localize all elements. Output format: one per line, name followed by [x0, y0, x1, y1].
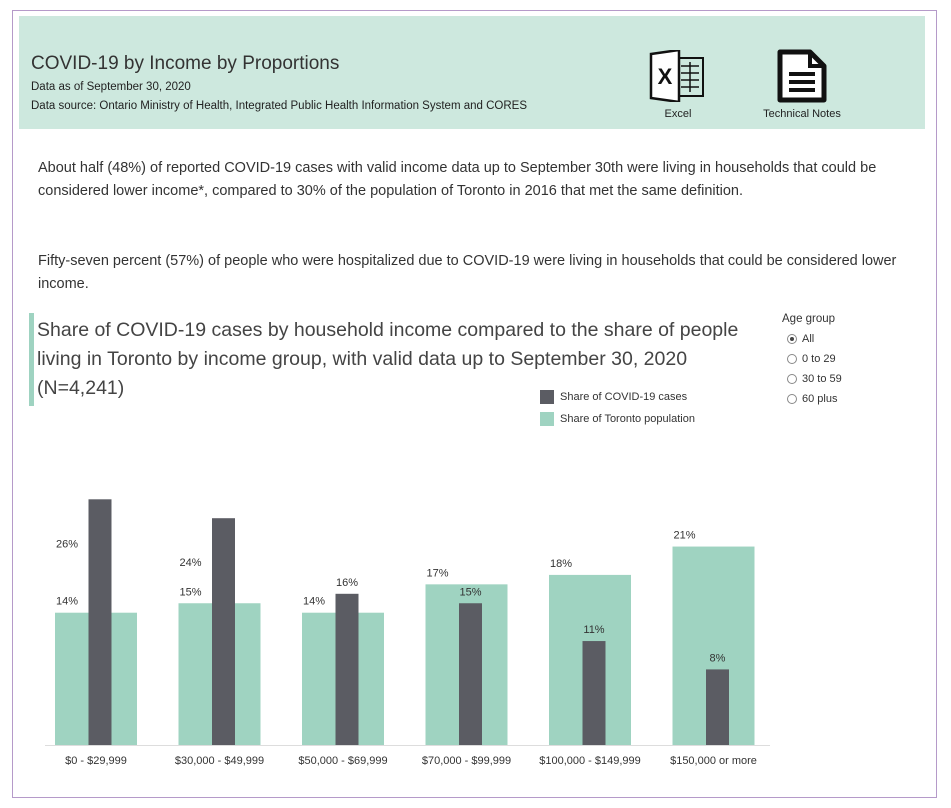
excel-icon: X	[649, 50, 704, 102]
data-label-population-5: 21%	[674, 530, 696, 542]
bar-cases-4	[582, 641, 606, 745]
data-label-population-1: 15%	[180, 586, 202, 598]
header-banner: COVID-19 by Income by Proportions Data a…	[19, 16, 925, 129]
technical-notes-button[interactable]: Technical Notes	[747, 44, 857, 124]
bar-cases-5	[706, 669, 729, 745]
data-date: Data as of September 30, 2020	[31, 81, 191, 93]
technical-notes-label: Technical Notes	[763, 108, 841, 120]
radio-button[interactable]	[787, 374, 797, 384]
x-tick-label-1: $30,000 - $49,999	[175, 755, 264, 767]
age-option-0[interactable]: All	[787, 329, 842, 349]
summary-paragraph-hospitalized: Fifty-seven percent (57%) of people who …	[38, 253, 897, 292]
x-tick-label-0: $0 - $29,999	[65, 755, 127, 767]
svg-text:X: X	[658, 64, 673, 89]
age-group-filter: Age group All 0 to 29 30 to 59 60 plus	[782, 313, 842, 409]
age-option-label: 60 plus	[802, 393, 838, 405]
data-label-cases-4: 11%	[583, 624, 604, 636]
document-icon	[777, 49, 827, 103]
data-label-cases-0: 26%	[56, 538, 78, 550]
legend-label-population: Share of Toronto population	[560, 413, 695, 425]
x-tick-label-4: $100,000 - $149,999	[539, 755, 641, 767]
legend-label-cases: Share of COVID-19 cases	[560, 391, 688, 403]
data-label-population-0: 14%	[56, 596, 78, 608]
age-option-label: 0 to 29	[802, 353, 836, 365]
bar-cases-1	[212, 518, 235, 745]
data-label-cases-5: 8%	[710, 652, 726, 664]
age-option-1[interactable]: 0 to 29	[787, 349, 842, 369]
radio-button[interactable]	[787, 354, 797, 364]
chart-legend: Share of COVID-19 cases Share of Toronto…	[540, 386, 695, 430]
data-label-cases-3: 15%	[459, 586, 481, 598]
excel-label: Excel	[664, 108, 692, 120]
summary-paragraph-income: About half (48%) of reported COVID-19 ca…	[38, 160, 877, 199]
age-option-label: 30 to 59	[802, 373, 842, 385]
data-label-population-2: 14%	[303, 596, 325, 608]
bar-cases-2	[335, 593, 359, 745]
excel-download-button[interactable]: X Excel	[638, 44, 718, 124]
legend-item-cases: Share of COVID-19 cases	[540, 386, 695, 408]
x-tick-label-3: $70,000 - $99,999	[422, 755, 511, 767]
bar-cases-0	[88, 499, 112, 745]
chart-title-accent	[29, 313, 34, 406]
data-label-population-3: 17%	[427, 567, 449, 579]
radio-button[interactable]	[787, 394, 797, 404]
x-tick-label-5: $150,000 or more	[670, 755, 757, 767]
data-label-population-4: 18%	[550, 558, 572, 570]
legend-swatch-population	[540, 412, 554, 426]
data-source: Data source: Ontario Ministry of Health,…	[31, 100, 527, 112]
page-title: COVID-19 by Income by Proportions	[31, 53, 340, 74]
legend-swatch-cases	[540, 390, 554, 404]
legend-item-population: Share of Toronto population	[540, 408, 695, 430]
data-label-cases-2: 16%	[336, 577, 358, 589]
age-option-2[interactable]: 30 to 59	[787, 369, 842, 389]
age-option-label: All	[802, 333, 815, 345]
data-label-cases-1: 24%	[180, 557, 202, 569]
x-tick-label-2: $50,000 - $69,999	[298, 755, 387, 767]
chart-title: Share of COVID-19 cases by household inc…	[37, 319, 739, 399]
bar-cases-3	[459, 603, 482, 745]
radio-button[interactable]	[787, 334, 797, 344]
age-option-3[interactable]: 60 plus	[787, 389, 842, 409]
age-group-title: Age group	[782, 313, 836, 325]
